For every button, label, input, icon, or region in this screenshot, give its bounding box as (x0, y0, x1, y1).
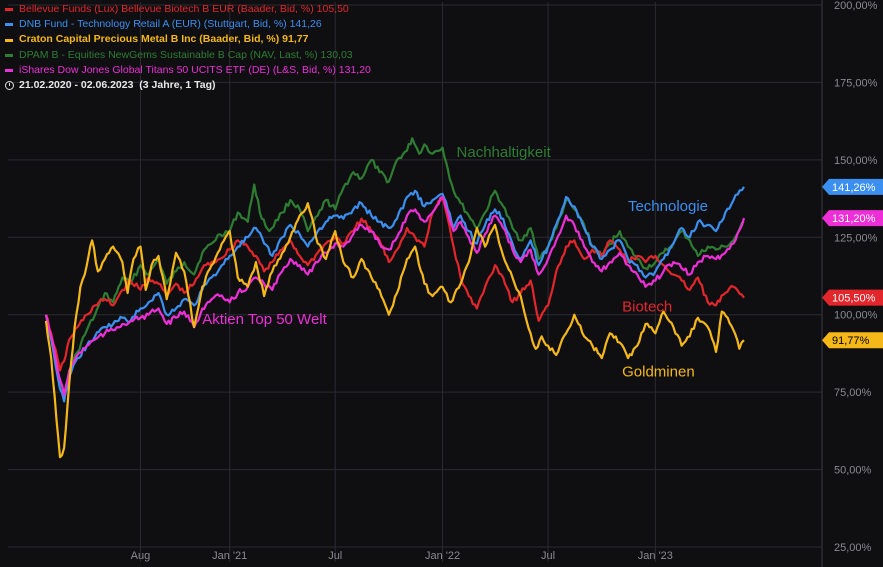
x-tick-label: Aug (131, 550, 151, 562)
series-layer (44, 137, 746, 459)
last-badge-goldminen (822, 332, 883, 349)
legend-swatch-technologie (5, 23, 13, 27)
y-tick-label: 100,00% (834, 310, 878, 322)
annotation-technologie: Technologie (628, 198, 708, 215)
legend-label-biotech: Bellevue Funds (Lux) Bellevue Biotech B … (19, 3, 314, 15)
legend-swatch-biotech (5, 8, 13, 12)
legend-item-goldminen[interactable]: Craton Capital Precious Metal B Inc (Baa… (5, 32, 371, 47)
last-badge-label-biotech: 105,50% (832, 293, 876, 305)
legend-label-welt: iShares Dow Jones Global Titans 50 UCITS… (19, 63, 336, 76)
series-line-technologie (44, 186, 745, 403)
legend-item-biotech[interactable]: Bellevue Funds (Lux) Bellevue Biotech B … (5, 2, 371, 17)
y-axis: 200,00% 175,00% 150,00% 125,00% 100,00% 75,00… (834, 0, 878, 554)
duration: (3 Jahre, 1 Tag) (139, 79, 216, 92)
annotation-goldminen: Goldminen (622, 364, 695, 381)
annotation-nachhaltigkeit: Nachhaltigkeit (457, 144, 552, 161)
legend-value-goldminen: 91,77 (282, 33, 309, 46)
legend-swatch-nachhaltigkeit (5, 53, 13, 57)
legend-value-welt: 131,20 (338, 63, 371, 76)
annotation-biotech: Biotech (622, 299, 672, 316)
legend-value-technologie: 141,26 (289, 18, 322, 31)
legend-label-technologie: DNB Fund - Technology Retail A (EUR) (St… (19, 18, 287, 31)
annotation-welt: Aktien Top 50 Welt (202, 311, 327, 328)
annotations: Nachhaltigkeit Technologie Biotech Aktien T… (202, 144, 708, 381)
y-tick-label: 50,00% (834, 465, 872, 477)
last-badge-technologie (822, 178, 883, 195)
y-tick-label: 175,00% (834, 77, 878, 89)
series-line-welt (44, 195, 746, 397)
last-badge-label-welt: 131,20% (832, 213, 876, 225)
legend-value-nachhaltigkeit: 130,03 (320, 48, 353, 61)
date-range-row[interactable]: 21.02.2020 - 02.06.2023 (3 Jahre, 1 Tag) (5, 78, 371, 93)
legend: Bellevue Funds (Lux) Bellevue Biotech B … (5, 2, 371, 93)
legend-value-biotech: 105,50 (316, 3, 349, 15)
y-tick-label: 75,00% (834, 387, 872, 399)
y-tick-label: 200,00% (834, 0, 878, 12)
last-badge-label-goldminen: 91,77% (832, 335, 870, 347)
last-badge-welt (822, 210, 883, 227)
clock-icon (5, 81, 14, 91)
x-tick-label: Jan '21 (212, 550, 247, 562)
legend-label-goldminen: Craton Capital Precious Metal B Inc (Baa… (19, 33, 280, 46)
last-badge-biotech (822, 289, 883, 306)
y-tick-label: 125,00% (834, 232, 878, 244)
x-axis: Aug Jan '21 Jul Jan '22 Jul Jan '23 (131, 550, 673, 562)
x-tick-label: Jan '22 (425, 550, 460, 562)
legend-label-nachhaltigkeit: DPAM B - Equities NewGems Sustainable B … (19, 48, 318, 61)
series-line-goldminen (44, 202, 745, 459)
grid (8, 0, 823, 567)
date-range: 21.02.2020 - 02.06.2023 (19, 79, 134, 92)
x-tick-label: Jan '23 (638, 550, 673, 562)
x-tick-label: Jul (541, 550, 555, 562)
legend-item-nachhaltigkeit[interactable]: DPAM B - Equities NewGems Sustainable B … (5, 48, 371, 63)
last-badge-label-technologie: 141,26% (832, 182, 876, 194)
legend-swatch-goldminen (5, 38, 13, 42)
last-value-badges: 141,26% 131,20% 105,50% 91,77% (822, 178, 883, 349)
legend-item-technologie[interactable]: DNB Fund - Technology Retail A (EUR) (St… (5, 17, 371, 32)
series-line-biotech (44, 195, 745, 372)
x-tick-label: Jul (328, 550, 342, 562)
legend-item-welt[interactable]: iShares Dow Jones Global Titans 50 UCITS… (5, 63, 371, 78)
y-tick-label: 150,00% (834, 155, 878, 167)
y-tick-label: 25,00% (834, 542, 872, 554)
legend-swatch-welt (5, 68, 13, 72)
